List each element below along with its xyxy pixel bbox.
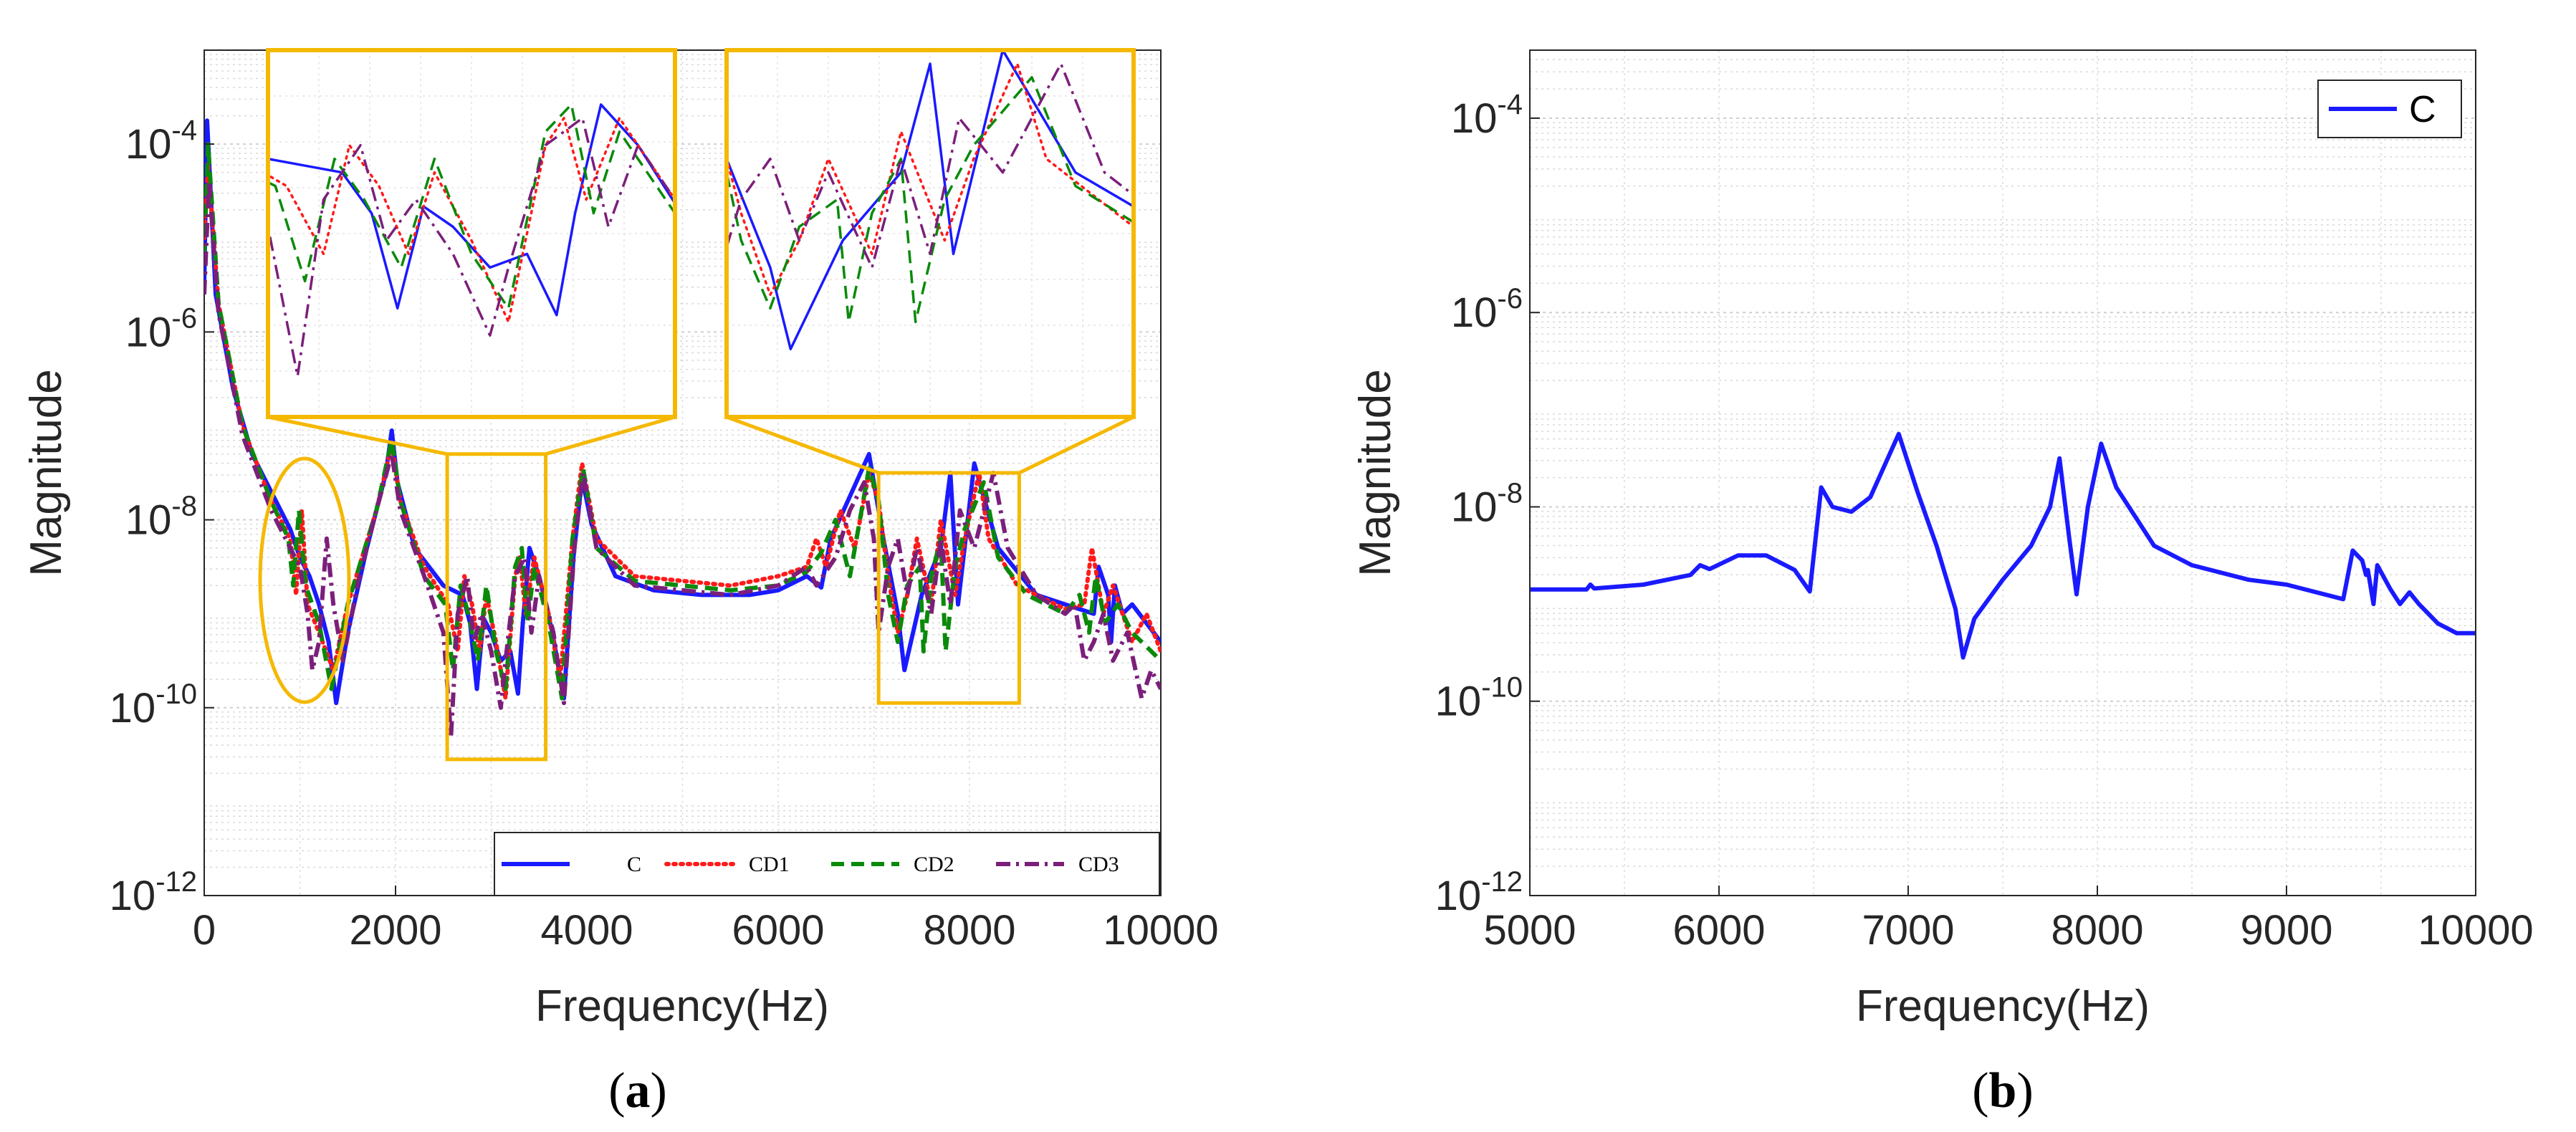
series-line-c bbox=[1530, 431, 2476, 660]
x-tick-label: 4000 bbox=[540, 907, 633, 954]
series-line-c bbox=[728, 52, 1132, 350]
series-line-cd2 bbox=[204, 142, 1161, 701]
x-tick-label: 9000 bbox=[2240, 907, 2332, 954]
panel-b-series bbox=[1530, 431, 2476, 660]
y-tick-label: 10-12 bbox=[1435, 866, 1523, 919]
panel-a-legend-box bbox=[494, 832, 1160, 896]
x-tick-label: 10000 bbox=[1103, 907, 1218, 954]
legend-label-cd2: CD2 bbox=[914, 853, 954, 876]
y-tick-label: 10-8 bbox=[1451, 477, 1523, 530]
series-line-cd3 bbox=[204, 179, 1161, 739]
x-tick-label: 0 bbox=[193, 907, 216, 954]
x-tick-label: 6000 bbox=[1672, 907, 1765, 954]
x-tick-label: 7000 bbox=[1862, 907, 1954, 954]
zoom-connector-line bbox=[726, 415, 880, 475]
legend-label-c: C bbox=[627, 853, 641, 876]
x-tick-label: 8000 bbox=[923, 907, 1015, 954]
panel-a-caption: (a) bbox=[608, 1063, 667, 1118]
panel-b-legend: C bbox=[2317, 80, 2462, 138]
panel-b-grid bbox=[1529, 49, 2476, 896]
series-line-cd2 bbox=[728, 76, 1132, 324]
x-tick-label: 6000 bbox=[732, 907, 824, 954]
series-line-cd3 bbox=[728, 62, 1132, 269]
zoom-connector-line bbox=[267, 415, 448, 456]
inset-right-grid bbox=[727, 50, 1134, 417]
inset-left-grid bbox=[268, 50, 675, 417]
panel-a-zoom-connectors bbox=[267, 415, 1135, 475]
legend-label-c: C bbox=[2409, 89, 2436, 130]
legend-label-cd3: CD3 bbox=[1078, 853, 1119, 876]
legend-label-cd1: CD1 bbox=[749, 853, 790, 876]
x-tick-label: 8000 bbox=[2051, 907, 2143, 954]
panel-a-y-ticks: 10-12 10-10 10-8 10-6 10-4 bbox=[110, 115, 214, 919]
panel-b-y-axis-label: Magnitude bbox=[1351, 369, 1400, 577]
zoom-connector-line bbox=[545, 415, 676, 456]
x-tick-label: 5000 bbox=[1483, 907, 1576, 954]
panel-b-caption: (b) bbox=[1972, 1063, 2034, 1118]
y-tick-label: 10-8 bbox=[125, 491, 197, 544]
panel-b-chart: 5000 6000 7000 8000 9000 10000 10-12 10-10 10-8… bbox=[1351, 49, 2534, 1118]
inset-right-series bbox=[728, 52, 1132, 350]
y-tick-label: 10-4 bbox=[125, 115, 197, 168]
panel-b-y-ticks: 10-12 10-10 10-8 10-6 10-4 bbox=[1435, 89, 1540, 919]
y-tick-label: 10-6 bbox=[1451, 283, 1523, 336]
panel-a-y-axis-label: Magnitude bbox=[21, 369, 71, 577]
y-tick-label: 10-12 bbox=[110, 866, 197, 919]
panel-b-x-axis-label: Frequency(Hz) bbox=[1856, 982, 2150, 1031]
panel-a-series bbox=[204, 118, 1161, 739]
panel-b-plot-area bbox=[1529, 49, 2476, 896]
panel-a-x-ticks: 0 2000 4000 6000 8000 10000 bbox=[193, 886, 1219, 954]
x-tick-label: 2000 bbox=[349, 907, 441, 954]
y-tick-label: 10-10 bbox=[1435, 672, 1523, 725]
panel-a-x-axis-label: Frequency(Hz) bbox=[535, 982, 829, 1031]
panel-a-zoom-box-right bbox=[876, 471, 1021, 705]
y-tick-label: 10-4 bbox=[1451, 89, 1523, 142]
panel-a-legend: C CD1 CD2 CD3 bbox=[494, 832, 1160, 896]
x-tick-label: 10000 bbox=[2418, 907, 2533, 954]
zoom-connector-line bbox=[1018, 415, 1135, 475]
y-tick-label: 10-10 bbox=[110, 678, 197, 732]
panel-a-inset-right bbox=[724, 48, 1136, 419]
panel-a-inset-left bbox=[266, 48, 677, 419]
panel-b-x-ticks: 5000 6000 7000 8000 9000 10000 bbox=[1483, 886, 2534, 954]
panel-a-zoom-box-left bbox=[445, 452, 548, 762]
y-tick-label: 10-6 bbox=[125, 302, 197, 355]
series-line-cd1 bbox=[728, 62, 1132, 297]
panel-a-highlight-ellipse bbox=[258, 456, 351, 704]
